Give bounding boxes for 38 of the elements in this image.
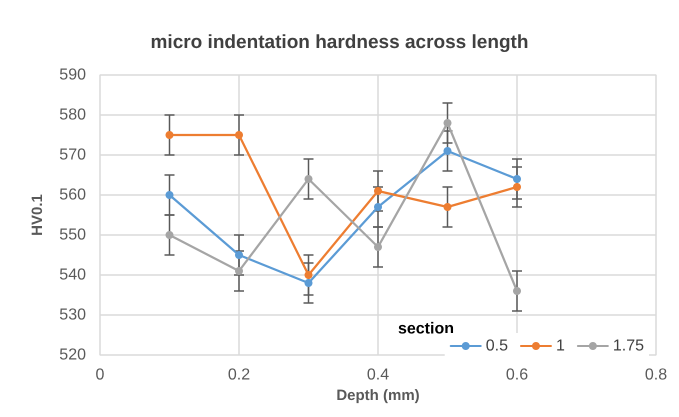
y-tick-label: 540: [59, 266, 86, 284]
point: [513, 183, 521, 191]
x-tick-label: 0.4: [366, 366, 390, 384]
point: [374, 187, 382, 195]
point: [166, 191, 174, 199]
y-axis-title: HV0.1: [29, 194, 46, 236]
x-axis-title: Depth (mm): [336, 386, 420, 404]
point: [374, 243, 382, 251]
point: [304, 271, 312, 279]
legend-label: 1.75: [612, 338, 644, 354]
legend-label: 1: [556, 338, 565, 354]
y-tick-label: 570: [59, 146, 86, 164]
legend-label: 0.5: [486, 338, 508, 354]
y-tick-label: 550: [59, 226, 86, 244]
point: [374, 203, 382, 211]
point: [444, 203, 452, 211]
point: [166, 231, 174, 239]
point: [444, 119, 452, 127]
point: [235, 267, 243, 275]
y-tick-label: 590: [59, 66, 86, 84]
x-tick-label: 0.6: [506, 366, 528, 384]
point: [513, 175, 521, 183]
x-tick-label: 0.2: [228, 366, 250, 384]
chart-title: micro indentation hardness across length: [150, 32, 528, 53]
point: [235, 131, 243, 139]
point: [444, 147, 452, 155]
x-tick-label: 0: [96, 366, 105, 384]
y-tick-label: 520: [59, 346, 86, 364]
point: [513, 287, 521, 295]
point: [304, 175, 312, 183]
point: [235, 251, 243, 259]
y-tick-label: 530: [59, 306, 86, 324]
legend-title: section: [398, 320, 454, 338]
point: [304, 279, 312, 287]
y-tick-label: 580: [59, 106, 86, 124]
point: [166, 131, 174, 139]
x-tick-label: 0.8: [644, 366, 668, 384]
y-tick-label: 560: [59, 186, 86, 204]
